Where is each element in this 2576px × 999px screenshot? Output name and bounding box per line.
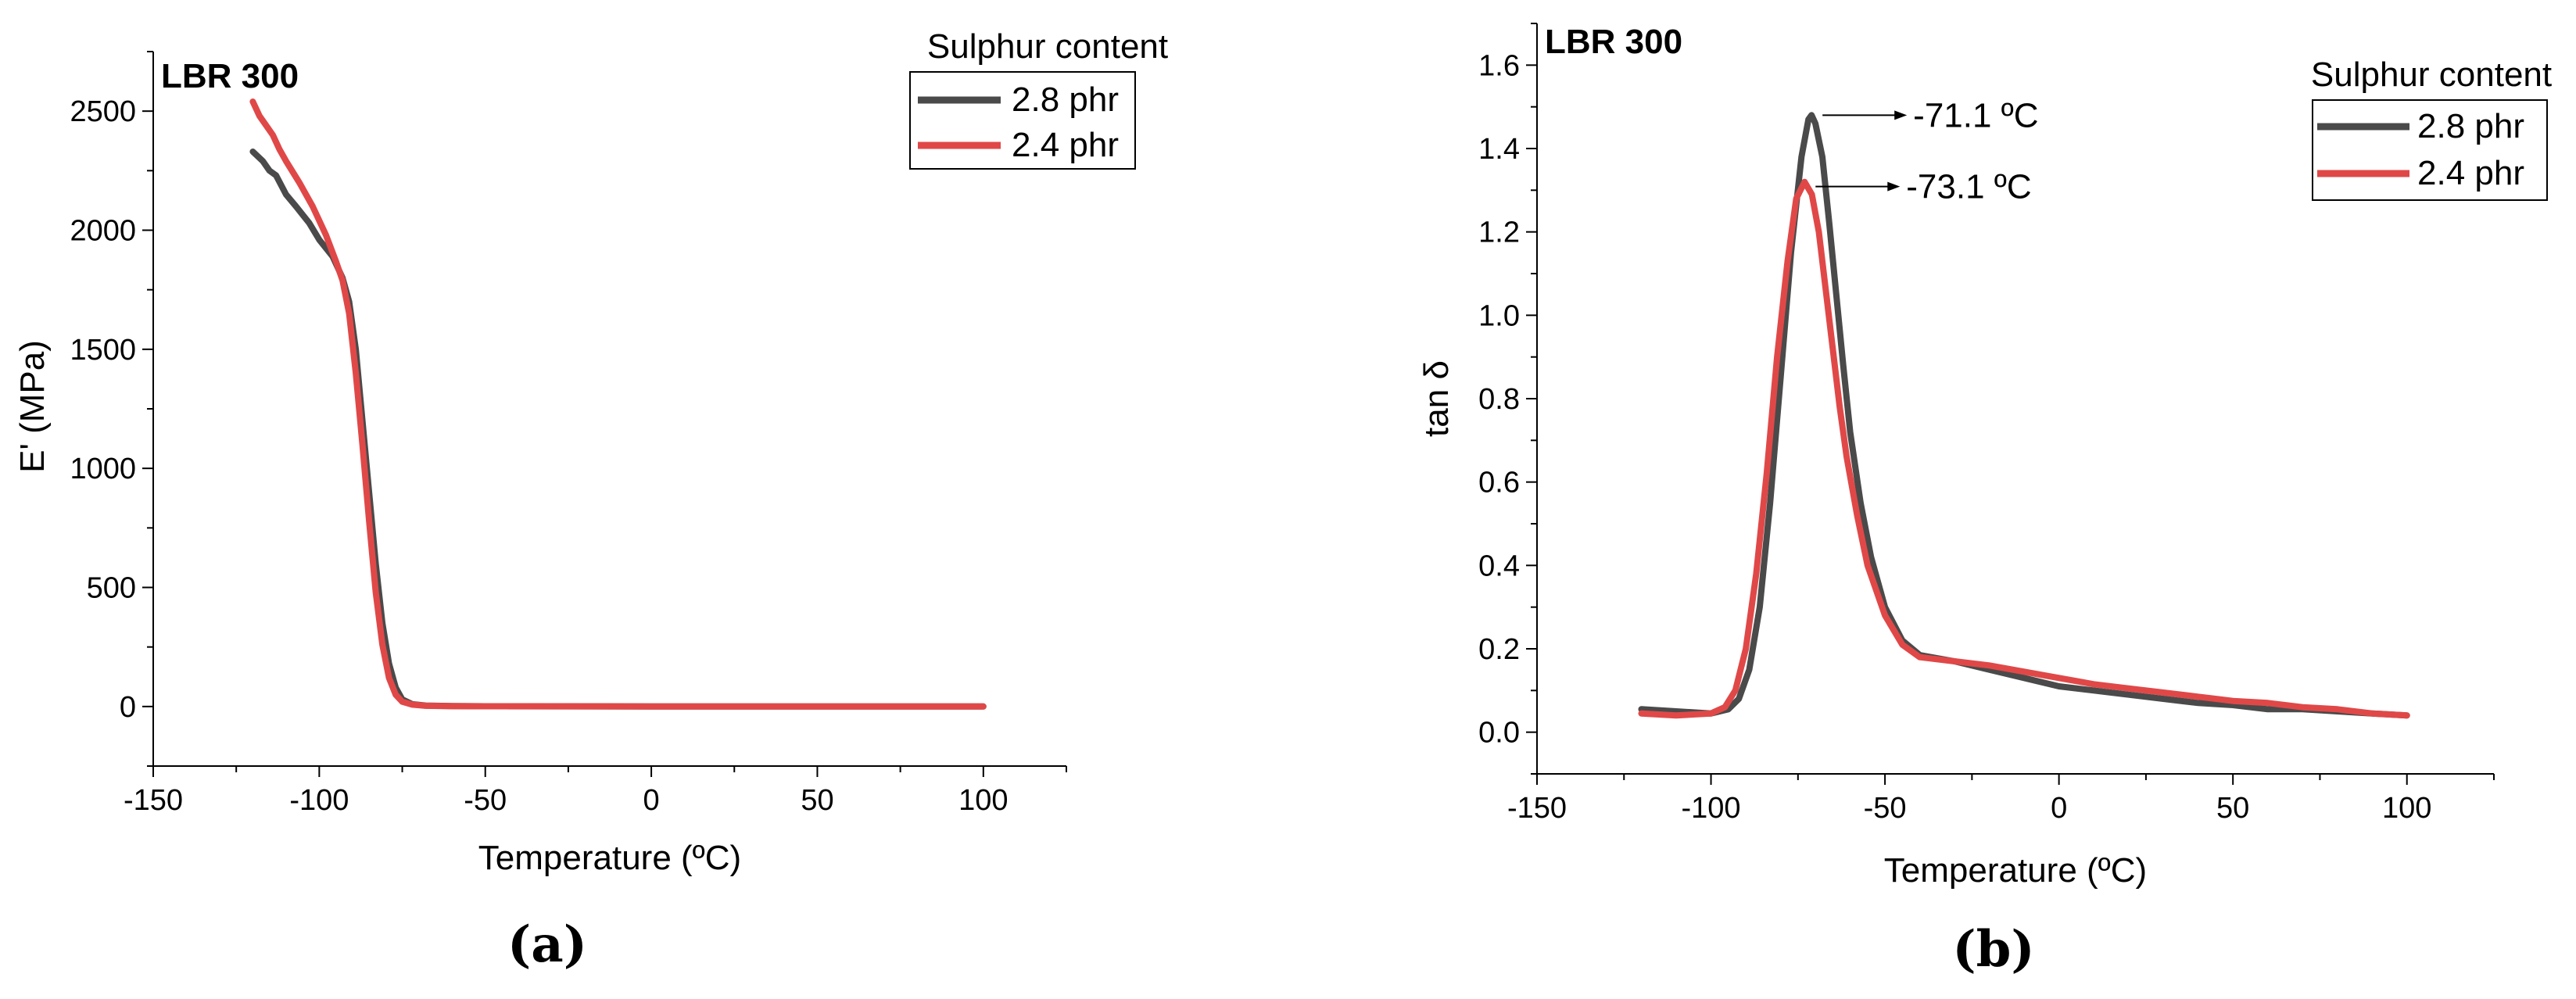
- x-tick-label: -150: [1507, 792, 1567, 825]
- y-tick-label: 0.2: [1478, 633, 1520, 666]
- peak-annotations: -71.1 ºC -73.1 ºC: [1815, 96, 2039, 206]
- panel-b: -150 -100 -50 0 50 100 0.0 0.2 0.4 0.6 0.8 1.0 1.2 1…: [1417, 23, 2552, 979]
- y-tick-label: 1000: [70, 453, 136, 485]
- annotation-label: -71.1 ºC: [1913, 96, 2038, 134]
- legend-box: [909, 71, 1136, 170]
- y-tick-label: 0.6: [1478, 467, 1520, 500]
- y-axis-label: tan δ: [1417, 360, 1456, 437]
- legend-label-2-8: 2.8 phr: [2417, 107, 2524, 145]
- y-tick-label: 2500: [70, 95, 136, 128]
- x-tick-label: -100: [1682, 792, 1741, 825]
- y-tick-label: 1.6: [1478, 49, 1520, 82]
- annotation-arrow-head: [1887, 181, 1901, 192]
- inner-title: LBR 300: [161, 57, 299, 95]
- y-tick-label: 1500: [70, 334, 136, 367]
- x-ticks: -150 -100 -50 0 50 100: [1507, 774, 2495, 825]
- x-tick-label: 100: [958, 784, 1008, 817]
- x-tick-label: 50: [801, 784, 833, 817]
- series-line-2-8-phr: [1638, 112, 2410, 719]
- x-tick-label: 100: [2382, 792, 2431, 825]
- legend-label-2-8: 2.8 phr: [1012, 81, 1119, 119]
- x-tick-label: 0: [643, 784, 660, 817]
- series-line-2-4-phr: [249, 98, 987, 710]
- y-tick-label: 1.0: [1478, 299, 1520, 332]
- y-ticks: 0.0 0.2 0.4 0.6 0.8 1.0 1.2 1.4 1.6: [1478, 23, 1537, 775]
- y-tick-label: 2000: [70, 215, 136, 248]
- legend-label-2-4: 2.4 phr: [2417, 154, 2524, 192]
- x-tick-label: 50: [2216, 792, 2249, 825]
- y-tick-label: 1.4: [1478, 133, 1520, 166]
- x-axis-label: Temperature (ºC): [478, 839, 741, 877]
- y-tick-label: 0.0: [1478, 717, 1520, 750]
- panel-a: -150 -100 -50 0 50 100 0 500 1000 1500 2000 2500 L…: [13, 27, 1168, 974]
- x-tick-label: -100: [289, 784, 349, 817]
- x-tick-label: -50: [1864, 792, 1907, 825]
- x-tick-label: -50: [464, 784, 507, 817]
- inner-title: LBR 300: [1545, 23, 1682, 61]
- legend-label-2-4: 2.4 phr: [1012, 126, 1119, 164]
- annotation-label: -73.1 ºC: [1906, 168, 2031, 206]
- y-tick-label: 1.2: [1478, 217, 1520, 249]
- y-tick-label: 0.4: [1478, 550, 1520, 582]
- series-group: [1638, 112, 2410, 719]
- x-ticks: -150 -100 -50 0 50 100: [124, 766, 1067, 817]
- annotation-arrow-head: [1894, 110, 1908, 120]
- y-axis-label: E' (MPa): [13, 340, 52, 473]
- panel-label-b: (b): [1952, 920, 2034, 979]
- y-ticks: 0 500 1000 1500 2000 2500: [70, 51, 153, 767]
- y-tick-label: 0.8: [1478, 383, 1520, 416]
- x-axis-label: Temperature (ºC): [1884, 851, 2147, 890]
- x-tick-label: -150: [124, 784, 183, 817]
- y-tick-label: 500: [87, 572, 136, 605]
- legend-title: Sulphur content: [2311, 56, 2552, 94]
- legend-title: Sulphur content: [927, 27, 1168, 66]
- x-tick-label: 0: [2051, 792, 2067, 825]
- legend-box: [2312, 99, 2548, 201]
- panel-label-a: (a): [507, 915, 587, 974]
- y-tick-label: 0: [120, 691, 136, 724]
- series-group: [249, 98, 987, 710]
- series-line-2-4-phr: [1638, 178, 2410, 719]
